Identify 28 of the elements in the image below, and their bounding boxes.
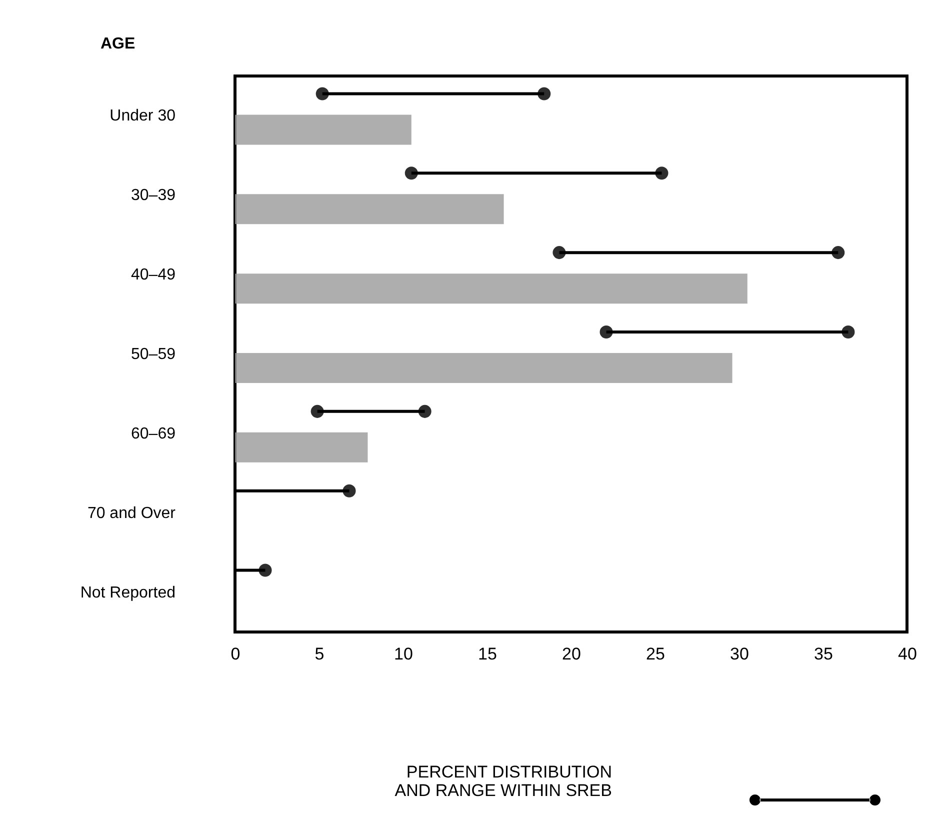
y-tick-label: Not Reported	[80, 584, 176, 602]
y-tick-label: 70 and Over	[87, 504, 176, 522]
text: PERCENT DISTRIBUTION AND RANGE WITHIN SREB	[394, 762, 612, 800]
y-tick-label: 40–49	[131, 266, 176, 284]
y-tick-label: Under 30	[110, 108, 176, 125]
bar	[235, 432, 368, 462]
bar	[317, 410, 425, 413]
x-tick-label: 20	[562, 644, 581, 664]
bar	[559, 251, 838, 254]
bar	[235, 194, 504, 224]
x-tick-label: 10	[394, 644, 413, 664]
bar	[235, 114, 412, 145]
bar	[411, 172, 662, 175]
x-tick-label: 25	[646, 644, 665, 664]
y-tick-label: 60–69	[131, 425, 176, 442]
y-tick-label: 30–39	[131, 187, 176, 204]
x-tick-label: 5	[314, 644, 324, 664]
x-tick-label: 40	[898, 644, 917, 664]
x-tick-label: 35	[814, 644, 833, 664]
bar	[235, 274, 748, 304]
x-tick-label: 15	[478, 644, 497, 664]
y-tick-label: 50–59	[131, 346, 176, 363]
bar	[322, 92, 544, 96]
x-tick-label: 0	[230, 644, 240, 664]
y-axis-title: AGE	[100, 36, 136, 52]
bar	[235, 353, 732, 383]
x-tick-label: 30	[730, 644, 749, 664]
bar	[606, 330, 848, 334]
